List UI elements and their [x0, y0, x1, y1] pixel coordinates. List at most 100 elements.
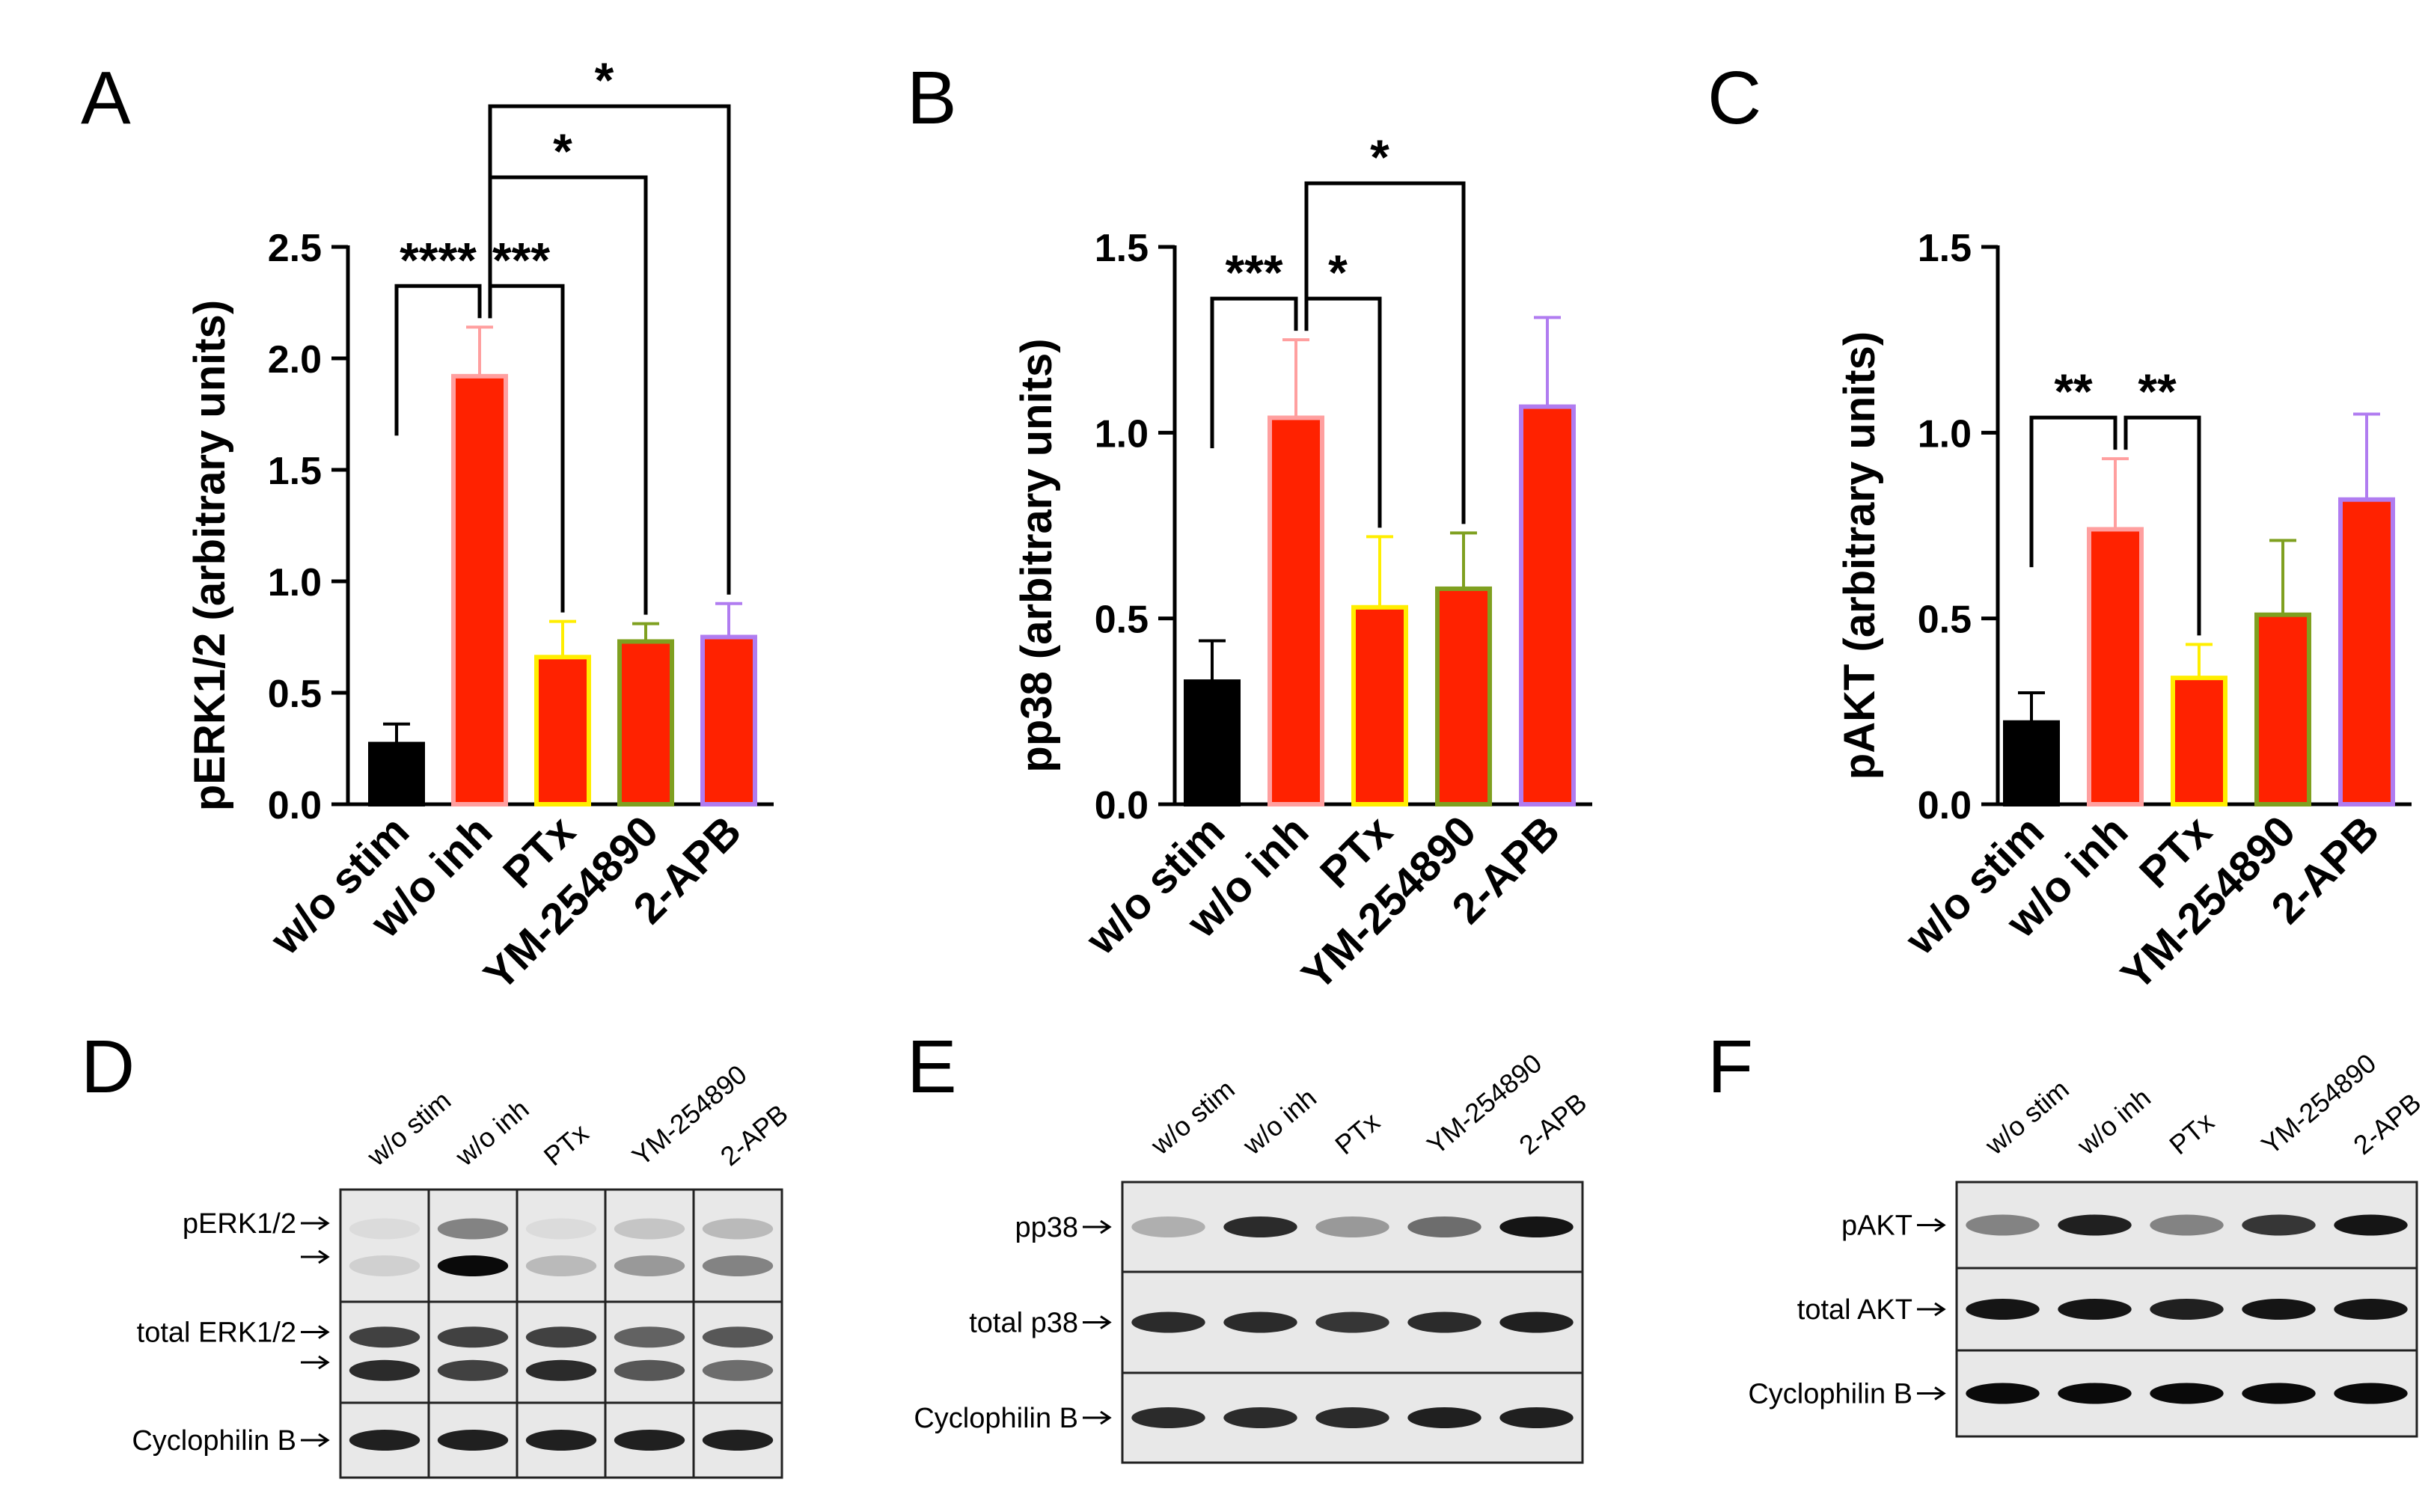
y-tick-label: 1.0: [268, 561, 322, 605]
bar-2-apb: [2338, 497, 2395, 806]
blot-band: [614, 1430, 685, 1451]
row-label: pp38: [1015, 1212, 1078, 1243]
y-tick-label: 1.5: [268, 450, 322, 493]
significance-bracket: [488, 104, 731, 595]
row-arrow-icon: [1917, 1386, 1946, 1401]
blot-band: [1966, 1299, 2040, 1320]
bar-2-apb: [700, 634, 757, 806]
blot-band: [2058, 1383, 2132, 1404]
panel-letters: A B C D E F: [81, 56, 1761, 1109]
row-label: Cyclophilin B: [132, 1425, 296, 1457]
blot-band: [1223, 1311, 1297, 1333]
row-label: pAKT: [1841, 1210, 1912, 1242]
y-tick-label: 0.5: [1918, 599, 1972, 642]
blot-band: [349, 1218, 421, 1240]
blot-band: [437, 1359, 509, 1381]
bar-w-o-stim: [1184, 679, 1241, 806]
lane-label: 2-APB: [715, 1098, 794, 1172]
blot-band: [1315, 1311, 1389, 1333]
y-tick-label: 0.0: [1918, 784, 1972, 827]
blot-band: [437, 1430, 509, 1451]
bar-w-o-inh: [1268, 415, 1324, 806]
row-arrow-icon: [301, 1325, 330, 1339]
y-tick-label: 1.5: [1918, 227, 1972, 270]
blot-band: [1407, 1311, 1482, 1333]
blot-band: [1966, 1383, 2040, 1404]
significance-label: *: [595, 52, 614, 108]
lane-label: PTx: [2163, 1107, 2219, 1161]
blot-band: [349, 1430, 421, 1451]
row-arrow-icon: [301, 1433, 330, 1448]
significance-label: *: [1328, 245, 1348, 300]
lane-label: w/o inh: [449, 1093, 535, 1172]
bar-ym-254890: [2254, 612, 2311, 807]
panel-letter-e: E: [907, 1025, 957, 1109]
blot-band: [1315, 1216, 1389, 1237]
row-label: total ERK1/2: [137, 1317, 296, 1349]
blot-band: [702, 1255, 774, 1276]
significance-bracket: [1304, 181, 1466, 524]
row-arrow-icon: [1917, 1218, 1946, 1232]
bar-ym-254890: [1435, 586, 1492, 807]
blot-band: [349, 1326, 421, 1348]
significance-label: *: [553, 123, 572, 179]
y-tick-label: 0.0: [1095, 784, 1149, 827]
blot-band: [1131, 1407, 1205, 1428]
row-arrow-icon: [301, 1216, 330, 1231]
blot-band: [1407, 1407, 1482, 1428]
significance-label: *: [1370, 129, 1389, 185]
lane-label: PTx: [538, 1118, 594, 1172]
y-axis-label: pERK1/2 (arbitrary units): [186, 300, 234, 811]
blot-band: [1131, 1216, 1205, 1237]
row-label: pERK1/2: [183, 1208, 296, 1240]
row-arrow-icon: [1917, 1302, 1946, 1317]
bar-w-o-inh: [2087, 527, 2144, 806]
blot-band: [2058, 1299, 2132, 1320]
significance-bracket: [394, 284, 482, 436]
lane-label: 2-APB: [2347, 1087, 2427, 1160]
lane-label: w/o stim: [1979, 1074, 2075, 1161]
lane-label: w/o inh: [1237, 1082, 1323, 1160]
lane-label: PTx: [1329, 1107, 1385, 1161]
blot-band: [525, 1255, 597, 1276]
bar-w-o-stim: [2003, 720, 2060, 807]
blot-band: [349, 1255, 421, 1276]
significance-label: **: [2138, 364, 2177, 419]
significance-label: **: [2054, 364, 2093, 419]
row-label: Cyclophilin B: [1748, 1379, 1912, 1410]
bar-w-o-inh: [451, 373, 508, 806]
blot-band: [702, 1359, 774, 1381]
bar-2-apb: [1519, 404, 1576, 806]
row-arrow-icon: [1083, 1410, 1112, 1425]
y-tick-label: 1.0: [1918, 412, 1972, 456]
blot-band: [614, 1326, 685, 1348]
blot-band: [437, 1255, 509, 1276]
y-tick-label: 0.0: [268, 784, 322, 827]
blot-band: [702, 1218, 774, 1240]
blot-band: [437, 1218, 509, 1240]
row-arrow-icon: [301, 1249, 330, 1264]
blot-band: [2150, 1214, 2224, 1236]
blot-band: [1315, 1407, 1389, 1428]
lane-label: 2-APB: [1513, 1087, 1592, 1160]
blot-band: [2150, 1383, 2224, 1404]
blot-band: [437, 1326, 509, 1348]
blot-band: [1223, 1216, 1297, 1237]
panel-letter-f: F: [1707, 1025, 1753, 1109]
blot-strip: [339, 1188, 783, 1303]
row-arrow-icon: [1083, 1219, 1112, 1234]
significance-label: ****: [400, 232, 477, 287]
bar-ptx: [534, 655, 591, 806]
lane-label: w/o stim: [1145, 1074, 1241, 1161]
blot-band: [702, 1430, 774, 1451]
blot-band: [2058, 1214, 2132, 1236]
significance-label: ***: [1225, 245, 1282, 300]
blot-band: [614, 1359, 685, 1381]
panel-letter-b: B: [907, 56, 957, 140]
blot-band: [1499, 1216, 1574, 1237]
significance-bracket: [2123, 415, 2201, 636]
blot-band: [2334, 1214, 2408, 1236]
